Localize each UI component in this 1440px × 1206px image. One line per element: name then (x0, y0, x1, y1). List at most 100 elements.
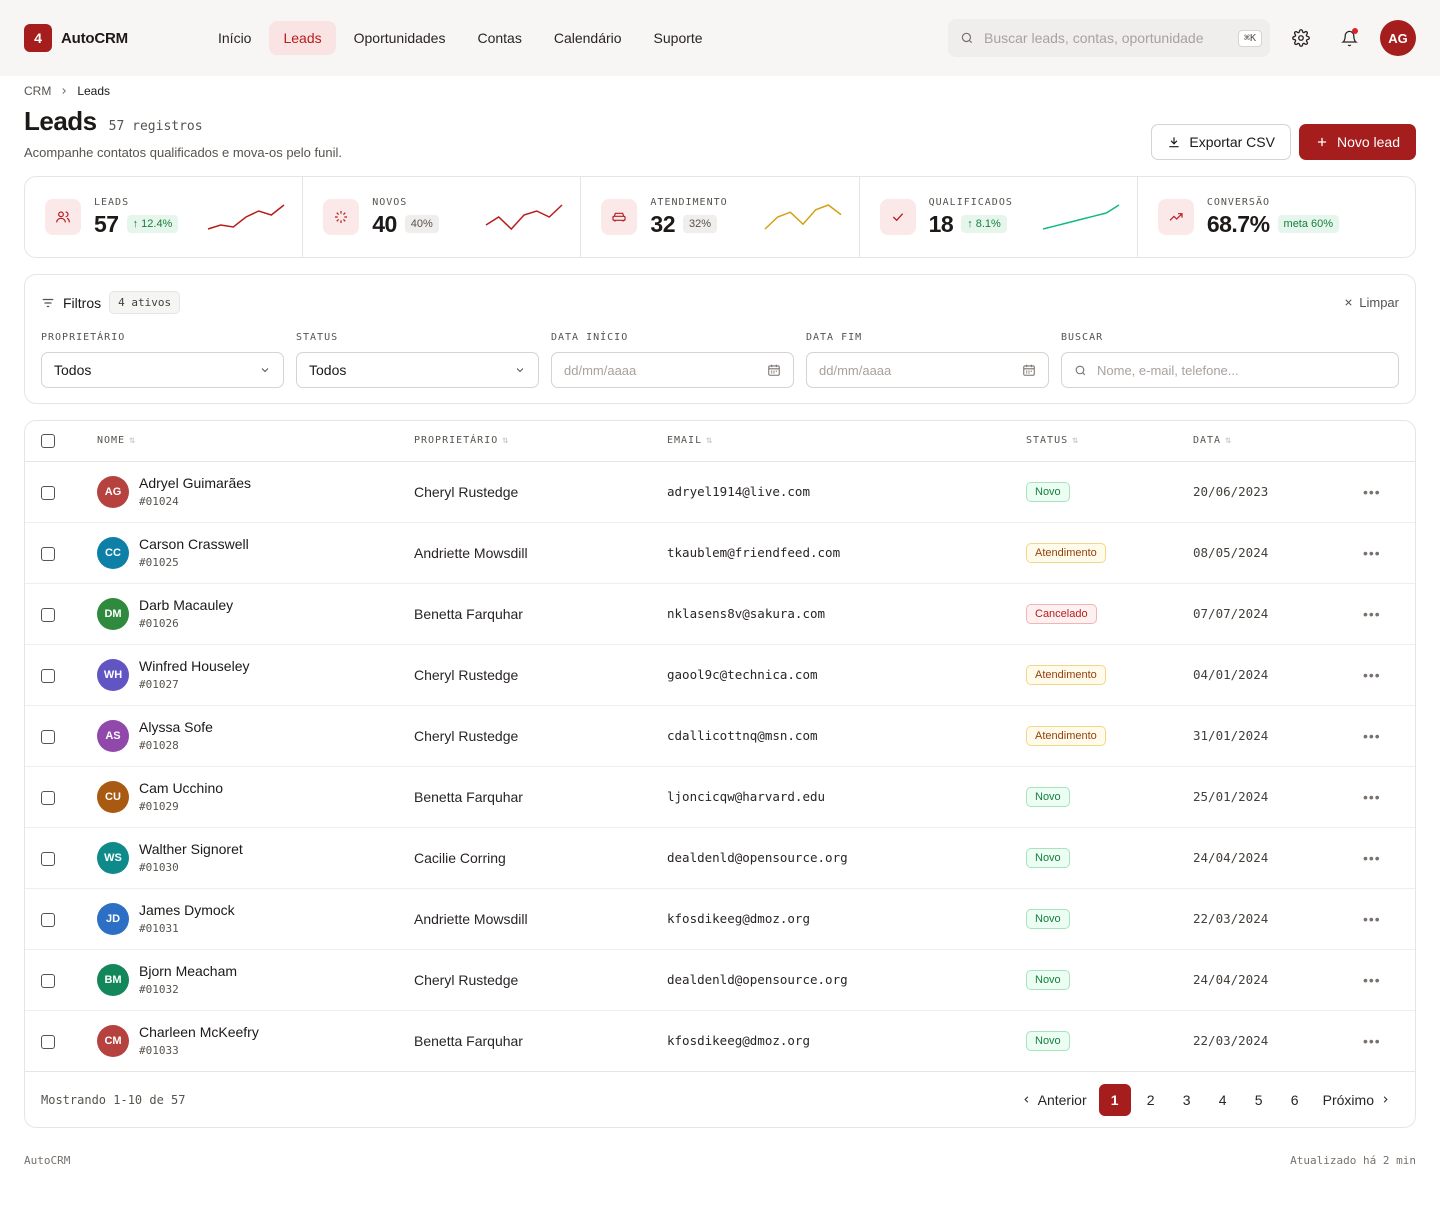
page-button-5[interactable]: 5 (1254, 1091, 1263, 1108)
kpi-value: 32 (650, 210, 675, 237)
table-row[interactable]: WH Winfred Houseley #01027 Cheryl Rustedge g… (25, 644, 1415, 706)
owner-select-value: Todos (54, 362, 92, 378)
table-row[interactable]: BM Bjorn Meacham #01032 Cheryl Rustedge deal… (25, 949, 1415, 1011)
page-button-6[interactable]: 6 (1290, 1091, 1299, 1108)
lead-date: 31/01/2024 (1193, 705, 1363, 767)
row-checkbox[interactable] (41, 912, 55, 927)
more-actions-icon[interactable]: ••• (1363, 727, 1381, 744)
table-row[interactable]: AG Adryel Guimarães #01024 Cheryl Rustedge a… (25, 461, 1415, 523)
status-badge: Novo (1026, 847, 1070, 868)
nav-item-contas[interactable]: Contas (477, 30, 522, 46)
column-header-email[interactable]: EMAIL ⇅ (667, 421, 1026, 462)
row-checkbox[interactable] (41, 485, 55, 500)
select-all-checkbox[interactable] (41, 433, 55, 448)
lead-name[interactable]: Winfred Houseley (139, 658, 250, 674)
lead-id: #01024 (139, 495, 179, 508)
table-row[interactable]: CM Charleen McKeefry #01033 Benetta Farquha… (25, 1010, 1415, 1071)
calendar-icon[interactable] (1022, 363, 1036, 377)
more-actions-icon[interactable]: ••• (1363, 849, 1381, 866)
lead-owner: Benetta Farquhar (414, 1032, 523, 1049)
next-page-button[interactable]: Próximo (1315, 1084, 1399, 1116)
clear-filters-button[interactable]: Limpar (1343, 295, 1399, 310)
lead-owner: Andriette Mowsdill (414, 522, 667, 584)
more-actions-icon[interactable]: ••• (1363, 605, 1381, 622)
row-checkbox[interactable] (41, 973, 55, 988)
chevron-down-icon (261, 368, 269, 373)
nav-item-leads[interactable]: Leads (269, 21, 336, 55)
nav-item-calendario[interactable]: Calendário (553, 30, 622, 46)
status-select-value: Todos (309, 362, 347, 378)
row-checkbox[interactable] (41, 729, 55, 744)
table-row[interactable]: JD James Dymock #01031 Andriette Mowsdill kf… (25, 888, 1415, 950)
new-lead-button[interactable]: Novo lead (1298, 124, 1416, 160)
settings-button[interactable] (1284, 21, 1318, 55)
table-row[interactable]: DM Darb Macauley #01026 Benetta Farquhar nkl… (25, 583, 1415, 645)
lead-date: 04/01/2024 (1193, 644, 1363, 706)
record-count: 57 registros (108, 119, 203, 134)
more-actions-icon[interactable]: ••• (1363, 666, 1381, 683)
avatar: BM (97, 963, 129, 996)
lead-owner: Andriette Mowsdill (414, 888, 667, 950)
user-avatar[interactable]: AG (1380, 20, 1416, 56)
nav-item-suporte[interactable]: Suporte (653, 30, 703, 46)
lead-email: tkaublem@friendfeed.com (667, 522, 1026, 584)
more-actions-icon[interactable]: ••• (1363, 544, 1381, 561)
table-row[interactable]: AS Alyssa Sofe #01028 Cheryl Rustedge cdalli… (25, 705, 1415, 767)
table-row[interactable]: CU Cam Ucchino #01029 Benetta Farquhar ljonc… (25, 766, 1415, 828)
column-header-name[interactable]: NOME ⇅ (97, 421, 414, 462)
breadcrumb-root[interactable]: CRM (24, 84, 52, 98)
brand[interactable]: 4 AutoCRM (24, 24, 204, 52)
nav-item-oportunidades[interactable]: Oportunidades (353, 30, 446, 46)
status-badge: Atendimento (1026, 542, 1106, 563)
more-actions-icon[interactable]: ••• (1363, 483, 1381, 500)
lead-name[interactable]: Walther Signoret (139, 841, 243, 857)
kpi-value: 57 (94, 210, 119, 237)
row-checkbox[interactable] (41, 607, 55, 622)
row-checkbox[interactable] (41, 790, 55, 805)
table-row[interactable]: CC Carson Crasswell #01025 Andriette Mowsdi… (25, 522, 1415, 584)
more-actions-icon[interactable]: ••• (1363, 788, 1381, 805)
table-row[interactable]: WS Walther Signoret #01030 Cacilie Corring d… (25, 827, 1415, 889)
global-search-input[interactable] (984, 30, 1228, 46)
lead-name[interactable]: Alyssa Sofe (139, 719, 213, 735)
column-header-status[interactable]: STATUS ⇅ (1026, 421, 1193, 462)
page-button-4[interactable]: 4 (1218, 1091, 1227, 1108)
lead-date: 22/03/2024 (1193, 1033, 1269, 1049)
page-button-2[interactable]: 2 (1146, 1091, 1155, 1108)
lead-email: kfosdikeeg@dmoz.org (667, 888, 1026, 950)
row-checkbox[interactable] (41, 851, 55, 866)
export-csv-button[interactable]: Exportar CSV (1151, 124, 1291, 160)
start-date-input[interactable]: dd/mm/aaaa (551, 352, 794, 388)
status-select[interactable]: Todos (296, 352, 539, 388)
lead-name[interactable]: Bjorn Meacham (139, 963, 238, 979)
page-button-3[interactable]: 3 (1182, 1091, 1191, 1108)
nav-item-inicio[interactable]: Início (218, 30, 252, 46)
avatar: DM (97, 597, 129, 630)
lead-date: 22/03/2024 (1193, 888, 1363, 950)
lead-id: #01033 (139, 1044, 179, 1058)
lead-name[interactable]: Charleen McKeefry (139, 1024, 259, 1041)
lead-search-input[interactable]: Nome, e-mail, telefone... (1061, 352, 1399, 388)
more-actions-icon[interactable]: ••• (1363, 971, 1381, 988)
owner-select[interactable]: Todos (41, 352, 284, 388)
column-header-date[interactable]: DATA ⇅ (1193, 421, 1363, 462)
more-actions-icon[interactable]: ••• (1363, 1032, 1381, 1049)
page-button-1[interactable]: 1 (1098, 1083, 1131, 1116)
lead-name[interactable]: Adryel Guimarães (139, 475, 252, 491)
end-date-input[interactable]: dd/mm/aaaa (806, 352, 1049, 388)
notifications-button[interactable] (1332, 21, 1366, 55)
kpi-novos: NOVOS 40 40% (303, 177, 582, 257)
calendar-icon[interactable] (767, 363, 781, 377)
row-checkbox[interactable] (41, 668, 55, 683)
column-header-owner[interactable]: PROPRIETÁRIO ⇅ (414, 421, 667, 462)
lead-name[interactable]: Cam Ucchino (139, 780, 224, 796)
row-checkbox[interactable] (41, 1034, 55, 1049)
lead-id: #01027 (139, 678, 179, 691)
more-actions-icon[interactable]: ••• (1363, 910, 1381, 927)
row-checkbox[interactable] (41, 546, 55, 561)
lead-name[interactable]: Darb Macauley (139, 597, 234, 613)
previous-page-button[interactable]: Anterior (1013, 1084, 1095, 1116)
lead-name[interactable]: Carson Crasswell (139, 536, 249, 552)
kpi-sparkline (1042, 204, 1120, 230)
lead-name[interactable]: James Dymock (139, 902, 235, 918)
